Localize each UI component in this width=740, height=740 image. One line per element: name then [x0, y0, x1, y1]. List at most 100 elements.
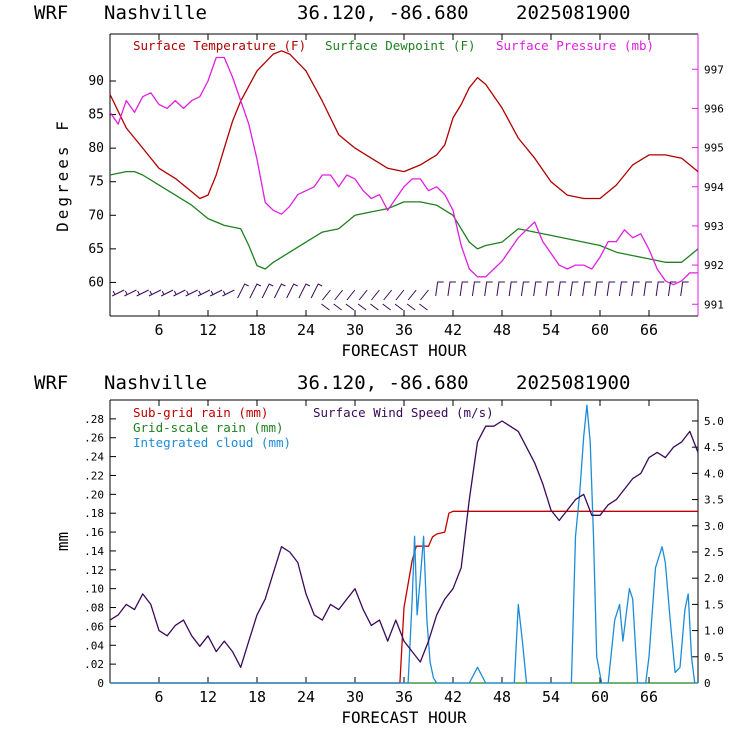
y-right-tick-label: 995: [704, 142, 724, 155]
y-right-tick-label: 993: [704, 220, 724, 233]
series-line-2: [110, 404, 698, 684]
wind-barb: [631, 281, 640, 297]
y-right-tick-label: 2.5: [704, 546, 724, 559]
x-tick-label: 18: [248, 688, 266, 706]
wind-barb: [520, 281, 530, 297]
x-tick-label: 48: [493, 688, 511, 706]
y-right-tick-label: 1.5: [704, 598, 724, 611]
y-left-tick-label: 65: [88, 242, 104, 257]
legend-entry: Sub-grid rain (mm): [133, 405, 268, 420]
x-tick-label: 54: [542, 688, 560, 706]
y-left-tick-label: .08: [84, 602, 104, 615]
y-right-tick-label: 992: [704, 259, 724, 272]
y-left-tick-label: 0: [97, 677, 104, 690]
location-label: Nashville: [104, 372, 207, 394]
y-left-tick-label: .06: [84, 620, 104, 633]
wind-barb: [435, 281, 444, 297]
x-tick-label: 66: [640, 688, 658, 706]
y-left-tick-label: .14: [84, 545, 104, 558]
y-left-axis-title: Degrees F: [53, 118, 72, 232]
location-label: Nashville: [104, 2, 207, 24]
y-right-tick-label: 0.5: [704, 651, 724, 664]
y-left-tick-label: .20: [84, 488, 104, 501]
wind-barb: [680, 281, 689, 297]
y-left-tick-label: 80: [88, 141, 104, 156]
wind-barb: [249, 283, 262, 299]
wind-barb: [459, 281, 469, 297]
wind-barb: [261, 283, 274, 299]
x-tick-label: 24: [297, 688, 315, 706]
y-left-tick-label: .12: [84, 564, 104, 577]
x-tick-label: 12: [199, 688, 217, 706]
x-tick-label: 42: [444, 688, 462, 706]
y-left-tick-label: .26: [84, 432, 104, 445]
y-left-tick-label: .16: [84, 526, 104, 539]
y-left-tick-label: .24: [84, 451, 104, 464]
x-tick-label: 60: [591, 688, 609, 706]
wind-barb: [667, 281, 677, 297]
x-tick-label: 12: [199, 321, 217, 339]
wind-barb: [298, 283, 311, 299]
y-right-tick-label: 1.0: [704, 625, 724, 638]
x-tick-label: 48: [493, 321, 511, 339]
wind-barb: [111, 289, 125, 297]
x-tick-label: 30: [346, 321, 364, 339]
y-right-tick-label: 4.5: [704, 441, 724, 454]
wind-barb: [594, 281, 603, 297]
y-right-tick-label: 996: [704, 102, 724, 115]
wind-barb: [160, 289, 174, 297]
y-left-tick-label: .04: [84, 639, 104, 652]
series-line-0: [109, 50, 699, 200]
y-left-tick-label: 70: [88, 208, 104, 223]
y-left-tick-label: 85: [88, 108, 104, 123]
y-right-tick-label: 0: [704, 677, 711, 690]
wind-barb: [357, 289, 368, 311]
wind-barb: [484, 281, 493, 297]
x-tick-label: 24: [297, 321, 315, 339]
model-label: WRF: [34, 2, 69, 24]
panel1-header: WRF Nashville 36.120, -86.680 2025081900: [0, 0, 740, 30]
wind-barb: [345, 289, 356, 311]
y-left-tick-label: .18: [84, 507, 104, 520]
y-right-tick-label: 991: [704, 298, 724, 311]
x-tick-label: 60: [591, 321, 609, 339]
y-left-tick-label: .02: [84, 658, 104, 671]
legend-entry: Grid-scale rain (mm): [133, 420, 284, 435]
wind-barb: [618, 281, 628, 297]
wind-barb: [394, 289, 405, 311]
series-line-2: [109, 56, 698, 286]
y-right-tick-label: 994: [704, 181, 724, 194]
y-right-tick-label: 2.0: [704, 572, 724, 585]
y-right-tick-label: 3.0: [704, 520, 724, 533]
wind-barb: [382, 289, 393, 311]
coordinates-label: 36.120, -86.680: [297, 372, 469, 394]
x-tick-label: 18: [248, 321, 266, 339]
legend-entry: Surface Pressure (mb): [496, 38, 654, 53]
y-left-tick-label: .10: [84, 583, 104, 596]
wind-barb: [310, 283, 323, 299]
wind-barb: [496, 281, 505, 297]
x-tick-label: 36: [395, 688, 413, 706]
model-label: WRF: [34, 372, 69, 394]
wind-barb: [508, 281, 518, 297]
y-left-tick-label: 90: [88, 74, 104, 89]
y-left-tick-label: 60: [88, 275, 104, 290]
wind-barb: [655, 281, 665, 297]
wind-barb: [582, 281, 591, 297]
wind-barb: [643, 281, 652, 297]
wind-barb: [419, 289, 429, 311]
wind-barb: [370, 289, 380, 311]
legend-entry: Surface Temperature (F): [133, 38, 306, 53]
wind-barb: [321, 289, 331, 311]
wind-barb: [148, 289, 162, 297]
x-tick-label: 6: [154, 688, 163, 706]
wind-barb: [222, 289, 235, 297]
legend-entry: Surface Wind Speed (m/s): [313, 405, 494, 420]
x-tick-label: 66: [640, 321, 658, 339]
wind-barb: [557, 281, 567, 297]
y-left-tick-label: .22: [84, 469, 104, 482]
run-date-label: 2025081900: [516, 2, 631, 24]
wind-barb: [606, 281, 616, 297]
y-right-tick-label: 3.5: [704, 494, 724, 507]
